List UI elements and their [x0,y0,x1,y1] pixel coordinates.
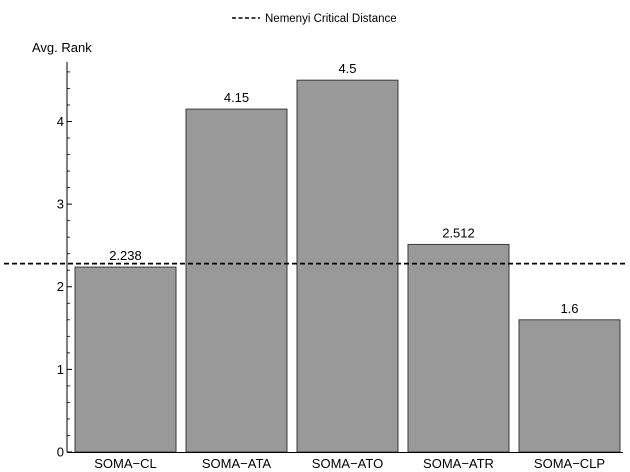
bar [407,243,510,453]
x-tick-label: SOMA−ATR [423,456,494,471]
y-tick-label: 4 [57,114,64,129]
bar [74,266,177,453]
bar-value-label: 4.15 [224,90,249,105]
bars-layer: 2.238 4.15 4.5 2.512 1.6 [74,61,621,453]
legend: Nemenyi Critical Distance [232,13,397,25]
bar [185,108,288,453]
bar-value-label: 1.6 [560,301,578,316]
legend-label: Nemenyi Critical Distance [265,13,397,25]
y-axis: 0 1 2 3 4 [57,62,72,460]
y-tick-label: 1 [57,362,64,377]
x-tick-label: SOMA−ATO [312,456,383,471]
bar-value-label: 2.512 [442,225,475,240]
y-axis-label: Avg. Rank [32,40,92,55]
x-tick-label: SOMA−ATA [202,456,272,471]
y-tick-label: 3 [57,197,64,212]
bar [296,79,399,453]
y-tick-label: 2 [57,279,64,294]
bar [518,319,621,453]
x-tick-label: SOMA−CLP [534,456,605,471]
bar-value-label: 2.238 [109,248,142,263]
x-axis: SOMA−CL SOMA−ATA SOMA−ATO SOMA−ATR SOMA−CLP [67,452,623,471]
bar-value-label: 4.5 [338,61,356,76]
x-tick-label: SOMA−CL [94,456,157,471]
y-tick-label: 0 [57,445,64,460]
